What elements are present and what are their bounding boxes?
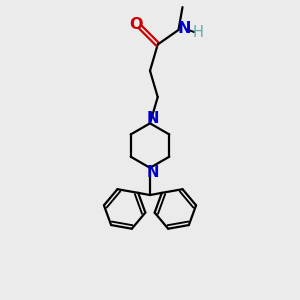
Text: O: O xyxy=(130,17,143,32)
Text: N: N xyxy=(146,111,158,126)
Text: N: N xyxy=(177,21,190,36)
Text: N: N xyxy=(146,165,158,180)
Text: H: H xyxy=(192,26,203,40)
